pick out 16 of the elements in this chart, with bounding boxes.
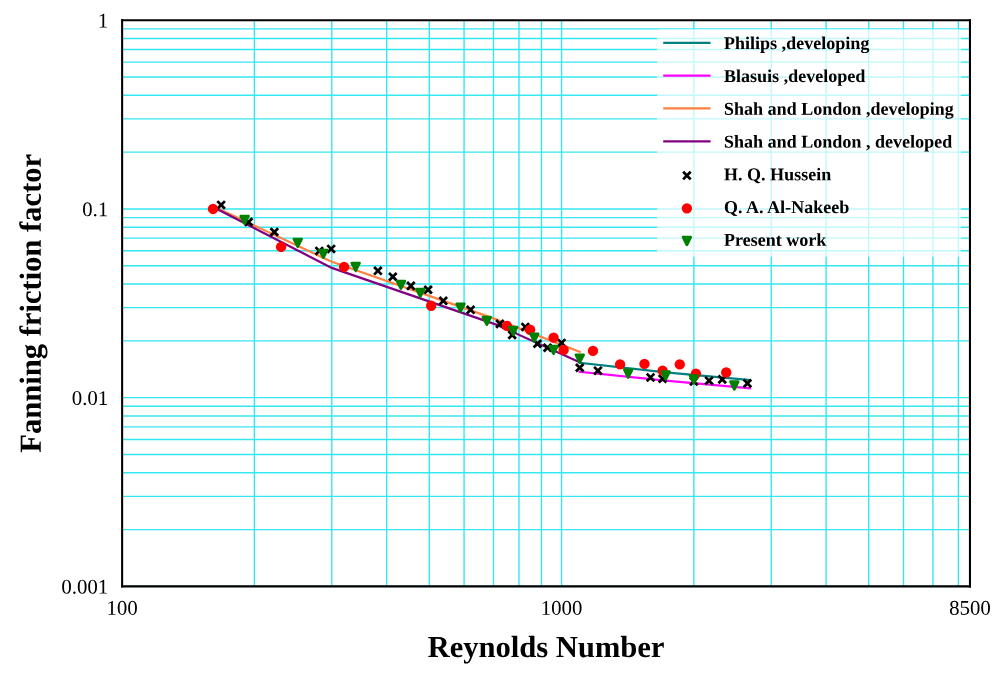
y-tick-label: 0.001: [62, 579, 107, 594]
x-tick-label: 1000: [542, 600, 582, 615]
x-tick-label: 8500: [949, 600, 991, 615]
legend-label: Philips ,developing: [724, 36, 870, 54]
y-tick-label: 1: [99, 13, 107, 28]
y-axis-title: Fanning friction factor: [19, 154, 48, 453]
legend-label: Shah and London ,developing: [724, 102, 954, 119]
x-tick-label: 100: [108, 600, 137, 615]
y-tick-label: 0.1: [82, 202, 107, 217]
legend-label: Shah and London , developed: [724, 135, 953, 152]
x-axis-title: Reynolds Number: [428, 635, 664, 664]
legend-label: Present work: [724, 233, 827, 246]
legend-label: H. Q. Hussein: [724, 167, 831, 184]
legend-label: Q. A. Al-Nakeeb: [724, 200, 849, 216]
y-tick-label: 0.01: [72, 391, 107, 406]
legend-label: Blasuis ,developed: [724, 69, 866, 86]
